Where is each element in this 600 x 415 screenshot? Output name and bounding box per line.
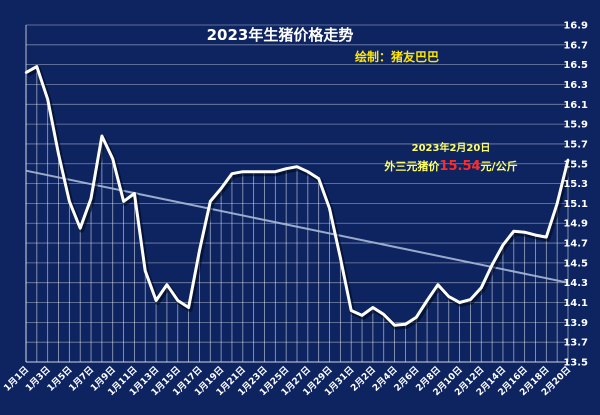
data-point xyxy=(425,299,429,302)
data-point xyxy=(382,313,385,316)
drop-lines xyxy=(25,66,569,362)
data-point xyxy=(295,165,299,168)
data-point xyxy=(490,263,494,267)
data-point xyxy=(24,71,28,74)
data-point xyxy=(447,295,450,298)
y-tick-label: 14.9 xyxy=(563,219,588,230)
data-point xyxy=(436,283,440,286)
data-point xyxy=(219,187,223,190)
data-point xyxy=(263,170,266,173)
data-point xyxy=(458,301,461,304)
data-point xyxy=(89,197,93,200)
annotation-suffix: 元/公斤 xyxy=(481,159,518,173)
y-tick-label: 16.7 xyxy=(563,40,588,51)
y-tick-label: 15.9 xyxy=(563,120,588,131)
data-point xyxy=(111,157,114,161)
data-point xyxy=(350,309,353,312)
data-point xyxy=(100,134,104,138)
data-point xyxy=(252,170,255,173)
y-axis-labels: 13.5 13.7 13.9 14.1 14.3 14.5 14.7 14.9 15.1 15.3… xyxy=(563,21,588,369)
x-axis-labels: 1月1日1月3日1月5日1月7日1月9日1月11日1月13日1月15日1月17日… xyxy=(2,364,573,398)
annotation-price: 外三元猪价15.54元/公斤 xyxy=(383,159,517,174)
data-point xyxy=(480,286,483,289)
data-point xyxy=(404,323,407,326)
y-tick-label: 16.3 xyxy=(563,80,588,91)
chart-subtitle: 绘制：猪友巴巴 xyxy=(355,49,439,64)
data-point xyxy=(230,172,234,175)
data-point xyxy=(317,177,320,180)
data-point xyxy=(545,235,548,239)
data-point xyxy=(274,170,277,173)
data-point xyxy=(165,283,169,286)
data-point xyxy=(328,207,331,210)
y-tick-label: 13.9 xyxy=(563,318,588,329)
data-point xyxy=(360,314,364,317)
chart-title: 2023年生猪价格走势 xyxy=(207,26,354,44)
y-tick-label: 13.7 xyxy=(563,338,588,349)
data-point xyxy=(469,298,472,301)
data-points xyxy=(24,65,570,327)
data-point xyxy=(555,202,559,205)
data-point xyxy=(35,65,39,68)
y-tick-label: 13.5 xyxy=(563,358,588,369)
annotation-date: 2023年2月20日 xyxy=(412,141,491,154)
y-tick-label: 15.7 xyxy=(563,139,588,150)
data-point xyxy=(154,299,158,302)
data-point xyxy=(122,200,125,203)
y-tick-label: 14.5 xyxy=(563,258,588,269)
data-point xyxy=(306,170,310,173)
y-tick-label: 14.7 xyxy=(563,239,588,250)
trend-line xyxy=(25,169,569,284)
data-point xyxy=(501,243,505,247)
data-point xyxy=(339,256,342,260)
y-tick-label: 16.5 xyxy=(563,60,588,71)
y-tick-label: 15.1 xyxy=(563,199,588,210)
data-point xyxy=(523,230,526,234)
data-point xyxy=(79,226,82,230)
data-point xyxy=(566,158,570,161)
data-point xyxy=(46,98,49,101)
y-tick-label: 14.1 xyxy=(563,298,588,309)
data-point xyxy=(144,269,147,273)
y-tick-label: 16.9 xyxy=(563,21,588,32)
data-point xyxy=(284,167,288,170)
data-point xyxy=(209,200,212,203)
y-tick-label: 15.5 xyxy=(563,159,588,170)
data-point xyxy=(415,316,418,319)
y-tick-label: 16.1 xyxy=(563,100,588,111)
data-point xyxy=(133,192,136,195)
y-tick-label: 15.3 xyxy=(563,179,588,190)
series-line-shadow xyxy=(26,66,572,330)
data-point xyxy=(176,299,179,302)
data-point xyxy=(512,229,515,233)
data-point xyxy=(241,170,244,173)
y-tick-label: 14.3 xyxy=(563,278,588,289)
data-point xyxy=(57,152,60,156)
data-point xyxy=(371,306,375,309)
data-point xyxy=(534,233,537,237)
data-point xyxy=(198,249,201,253)
data-point xyxy=(393,324,396,327)
data-point xyxy=(187,306,190,309)
data-point xyxy=(68,200,71,203)
annotation-prefix: 外三元猪价 xyxy=(383,159,440,173)
annotation-value: 15.54 xyxy=(439,159,480,174)
